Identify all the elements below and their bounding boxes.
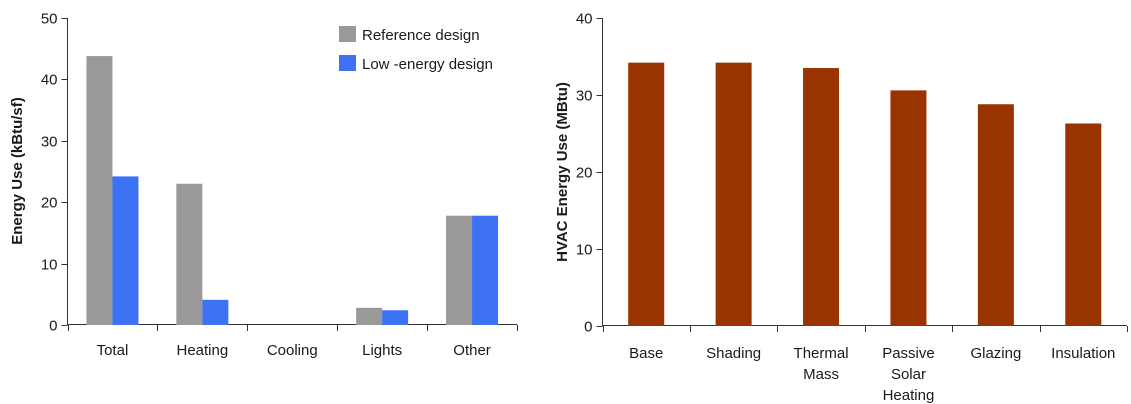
x-tick-label: Glazing [970, 345, 1021, 362]
y-tick-label: 10 [41, 257, 58, 274]
x-tick-label: Cooling [267, 342, 318, 359]
y-tick-label: 40 [576, 11, 593, 28]
bar-reference [356, 307, 383, 325]
legend-swatch-reference [339, 26, 356, 42]
bar [715, 62, 752, 326]
legend: Reference design Low -energy design [339, 26, 493, 73]
bar-low-energy [472, 215, 499, 325]
bar-reference [176, 183, 203, 325]
x-tick-label: Base [629, 345, 663, 362]
x-tick-label: Other [453, 342, 491, 359]
x-tick-label: Shading [706, 345, 761, 362]
y-tick-label: 30 [41, 134, 58, 151]
bar-low-energy [112, 176, 139, 325]
x-tick-label: Thermal [794, 345, 849, 362]
bar-reference [446, 215, 473, 325]
x-tick-label: Passive [882, 345, 935, 362]
bar-low-energy [382, 310, 409, 325]
x-tick-label: Heating [176, 342, 228, 359]
x-tick-label: Insulation [1051, 345, 1115, 362]
x-tick-label: Heating [883, 387, 935, 404]
y-axis-label: Energy Use (kBtu/sf) [9, 97, 26, 245]
bar-low-energy [202, 299, 229, 325]
legend-swatch-low-energy [339, 55, 356, 71]
y-tick-label: 20 [576, 165, 593, 182]
legend-label-reference: Reference design [362, 27, 480, 44]
y-tick-label: 20 [41, 195, 58, 212]
chart-energy-use-by-end-use: Energy Use (kBtu/sf) Reference design Lo… [9, 11, 518, 359]
x-tick-label: Mass [803, 366, 839, 383]
bar [890, 90, 927, 326]
y-tick-label: 0 [584, 319, 592, 336]
bar [628, 62, 665, 326]
legend-label-low-energy: Low -energy design [362, 56, 493, 73]
bar [803, 68, 840, 327]
y-tick-label: 50 [41, 11, 58, 28]
bar-reference [86, 56, 113, 326]
bar [1065, 123, 1102, 327]
y-axis-label: HVAC Energy Use (MBtu) [554, 82, 571, 262]
chart-hvac-energy-use: HVAC Energy Use (MBtu) 0 10 20 30 40 Base Shad… [554, 11, 1128, 404]
x-tick-label: Lights [362, 342, 402, 359]
y-tick-label: 40 [41, 72, 58, 89]
y-tick-label: 0 [49, 318, 57, 335]
x-tick-label: Total [97, 342, 129, 359]
bar [977, 104, 1014, 327]
x-tick-label: Solar [891, 366, 926, 383]
y-tick-label: 30 [576, 88, 593, 105]
y-tick-label: 10 [576, 242, 593, 259]
